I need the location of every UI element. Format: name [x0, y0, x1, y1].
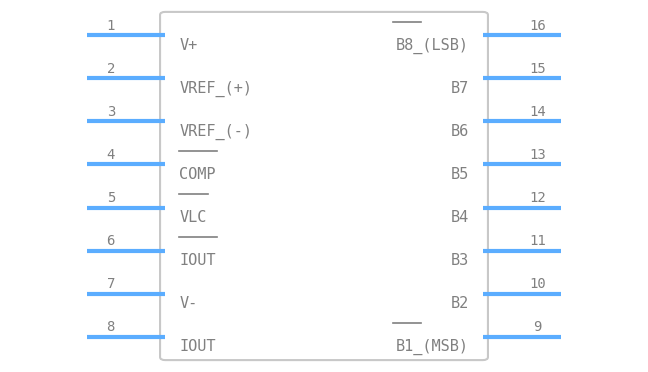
- Text: B1_(MSB): B1_(MSB): [395, 339, 469, 355]
- Text: 5: 5: [107, 191, 115, 205]
- Text: V-: V-: [179, 296, 198, 311]
- Text: 11: 11: [529, 234, 546, 248]
- Text: V+: V+: [179, 38, 198, 52]
- Text: 14: 14: [529, 105, 546, 119]
- Text: B5: B5: [450, 167, 469, 182]
- Text: B3: B3: [450, 253, 469, 268]
- Text: B8_(LSB): B8_(LSB): [395, 38, 469, 54]
- Text: VREF_(-): VREF_(-): [179, 124, 253, 140]
- Text: B7: B7: [450, 81, 469, 96]
- Text: COMP: COMP: [179, 167, 216, 182]
- Text: 12: 12: [529, 191, 546, 205]
- Text: B6: B6: [450, 124, 469, 139]
- Text: 1: 1: [107, 19, 115, 33]
- Text: IOUT: IOUT: [179, 253, 216, 268]
- Text: IOUT: IOUT: [179, 339, 216, 354]
- Text: B4: B4: [450, 210, 469, 225]
- FancyBboxPatch shape: [160, 12, 488, 360]
- Text: VREF_(+): VREF_(+): [179, 81, 253, 97]
- Text: 10: 10: [529, 277, 546, 291]
- Text: B2: B2: [450, 296, 469, 311]
- Text: VLC: VLC: [179, 210, 207, 225]
- Text: 9: 9: [533, 320, 541, 334]
- Text: 6: 6: [107, 234, 115, 248]
- Text: 3: 3: [107, 105, 115, 119]
- Text: 7: 7: [107, 277, 115, 291]
- Text: 13: 13: [529, 148, 546, 162]
- Text: 15: 15: [529, 62, 546, 76]
- Text: 4: 4: [107, 148, 115, 162]
- Text: 8: 8: [107, 320, 115, 334]
- Text: 2: 2: [107, 62, 115, 76]
- Text: 16: 16: [529, 19, 546, 33]
